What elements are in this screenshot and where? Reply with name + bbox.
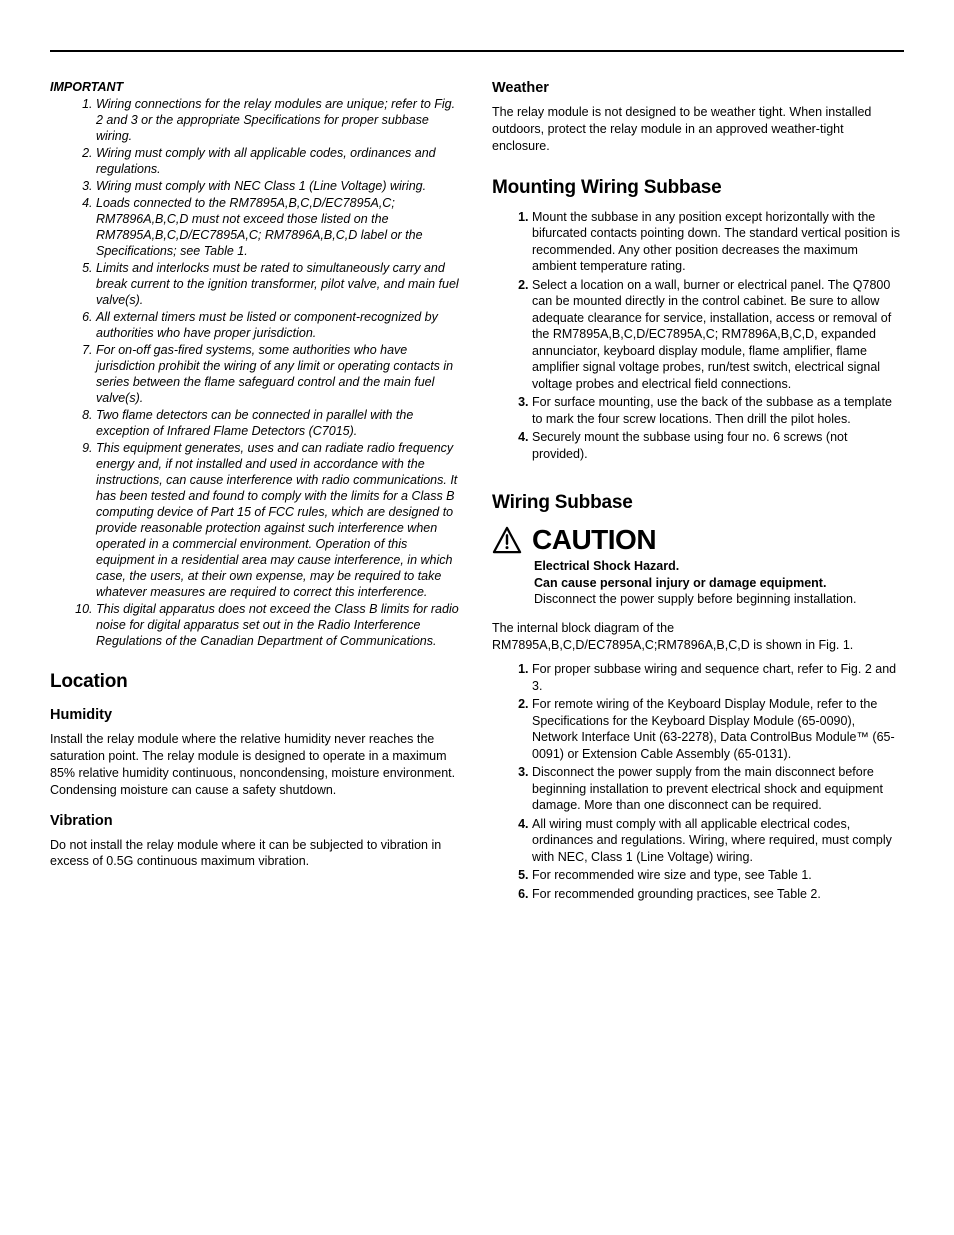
caution-title: CAUTION <box>532 524 656 556</box>
warning-triangle-icon <box>492 526 522 554</box>
wiring-item: For recommended wire size and type, see … <box>532 867 904 884</box>
important-item: This digital apparatus does not exceed t… <box>96 601 462 649</box>
location-heading: Location <box>50 671 462 693</box>
caution-line2: Can cause personal injury or damage equi… <box>534 575 904 592</box>
caution-header: CAUTION <box>492 524 904 556</box>
important-item: All external timers must be listed or co… <box>96 309 462 341</box>
right-column: Weather The relay module is not designed… <box>492 80 904 904</box>
wiring-list: For proper subbase wiring and sequence c… <box>492 661 904 902</box>
important-item: Loads connected to the RM7895A,B,C,D/EC7… <box>96 195 462 259</box>
mounting-item: For surface mounting, use the back of th… <box>532 394 904 427</box>
mounting-item: Select a location on a wall, burner or e… <box>532 277 904 393</box>
weather-body: The relay module is not designed to be w… <box>492 104 904 155</box>
vibration-heading: Vibration <box>50 813 462 829</box>
important-item: For on-off gas-fired systems, some autho… <box>96 342 462 406</box>
wiring-heading: Wiring Subbase <box>492 492 904 514</box>
important-item: This equipment generates, uses and can r… <box>96 440 462 600</box>
mounting-list: Mount the subbase in any position except… <box>492 209 904 463</box>
important-list: Wiring connections for the relay modules… <box>50 96 462 649</box>
two-column-layout: IMPORTANT Wiring connections for the rel… <box>50 80 904 904</box>
mounting-item: Securely mount the subbase using four no… <box>532 429 904 462</box>
wiring-item: For remote wiring of the Keyboard Displa… <box>532 696 904 762</box>
wiring-item: For recommended grounding practices, see… <box>532 886 904 903</box>
humidity-body: Install the relay module where the relat… <box>50 731 462 799</box>
caution-body: Electrical Shock Hazard. Can cause perso… <box>492 558 904 608</box>
important-item: Wiring connections for the relay modules… <box>96 96 462 144</box>
caution-line1: Electrical Shock Hazard. <box>534 558 904 575</box>
wiring-intro: The internal block diagram of the RM7895… <box>492 620 904 654</box>
important-item: Wiring must comply with all applicable c… <box>96 145 462 177</box>
wiring-item: For proper subbase wiring and sequence c… <box>532 661 904 694</box>
important-label: IMPORTANT <box>50 80 462 94</box>
top-rule <box>50 50 904 52</box>
mounting-item: Mount the subbase in any position except… <box>532 209 904 275</box>
caution-line3: Disconnect the power supply before begin… <box>534 591 904 608</box>
caution-block: CAUTION Electrical Shock Hazard. Can cau… <box>492 524 904 608</box>
vibration-body: Do not install the relay module where it… <box>50 837 462 871</box>
wiring-item: Disconnect the power supply from the mai… <box>532 764 904 814</box>
humidity-heading: Humidity <box>50 707 462 723</box>
important-item: Limits and interlocks must be rated to s… <box>96 260 462 308</box>
left-column: IMPORTANT Wiring connections for the rel… <box>50 80 462 904</box>
wiring-item: All wiring must comply with all applicab… <box>532 816 904 866</box>
weather-heading: Weather <box>492 80 904 96</box>
mounting-heading: Mounting Wiring Subbase <box>492 177 904 199</box>
important-item: Two flame detectors can be connected in … <box>96 407 462 439</box>
important-item: Wiring must comply with NEC Class 1 (Lin… <box>96 178 462 194</box>
